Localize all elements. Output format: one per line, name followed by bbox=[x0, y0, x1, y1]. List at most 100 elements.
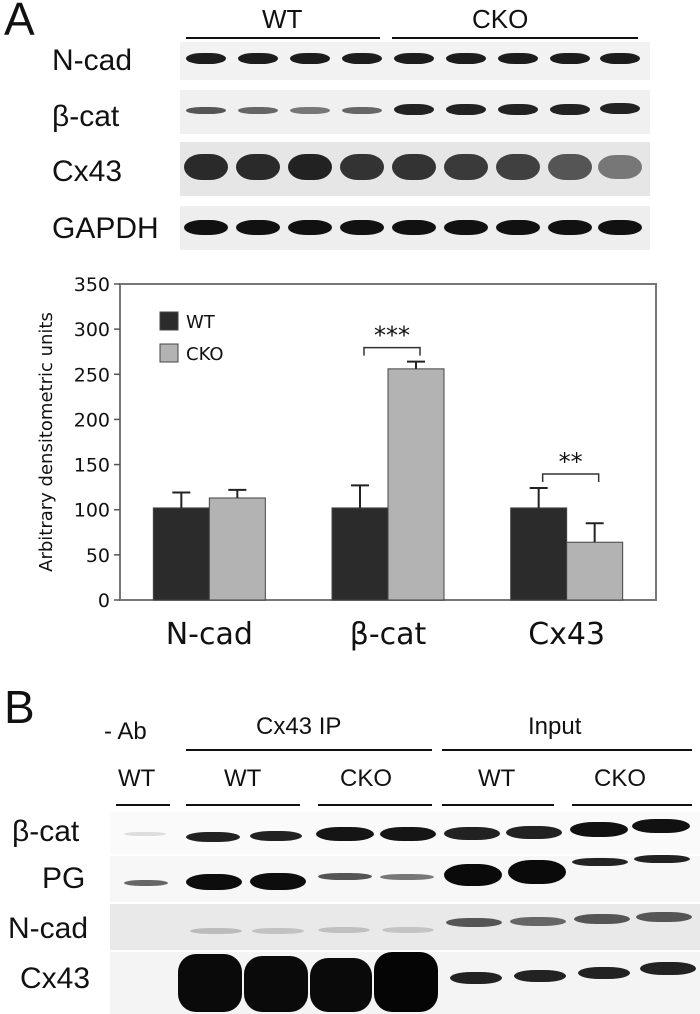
band bbox=[124, 832, 166, 836]
lane-label-ip-cko: CKO bbox=[340, 765, 393, 792]
bar-cko bbox=[387, 368, 445, 601]
significance-bracket bbox=[541, 473, 600, 483]
bar-cko bbox=[208, 497, 266, 601]
band bbox=[598, 220, 642, 235]
blot-bcat bbox=[180, 90, 650, 134]
band bbox=[184, 220, 228, 235]
band bbox=[290, 107, 330, 114]
band bbox=[510, 917, 566, 926]
significance-label: ** bbox=[559, 448, 583, 476]
band bbox=[550, 104, 590, 115]
band bbox=[394, 53, 434, 64]
band bbox=[450, 972, 502, 984]
blot-label-ncad: N-cad bbox=[52, 44, 133, 77]
y-tick-label: 250 bbox=[74, 364, 110, 386]
y-tick-label: 0 bbox=[98, 590, 110, 612]
y-tick-label: 150 bbox=[74, 455, 110, 477]
band bbox=[380, 874, 434, 880]
band bbox=[186, 832, 240, 842]
no-antibody-label: - Ab bbox=[104, 718, 147, 745]
band bbox=[236, 154, 280, 180]
blot-cx43 bbox=[180, 142, 650, 196]
band bbox=[342, 107, 382, 114]
significance-label: *** bbox=[374, 322, 410, 350]
band bbox=[190, 928, 242, 934]
band bbox=[446, 918, 502, 927]
blot-label-gapdh: GAPDH bbox=[52, 212, 159, 245]
band bbox=[508, 860, 566, 884]
lane-label-ip-wt: WT bbox=[224, 765, 262, 792]
band bbox=[124, 880, 168, 886]
band bbox=[514, 970, 566, 982]
input-line bbox=[442, 749, 692, 751]
band bbox=[444, 864, 502, 886]
y-tick-label: 300 bbox=[74, 319, 110, 341]
ip-label: Cx43 IP bbox=[256, 713, 342, 740]
band bbox=[550, 53, 590, 64]
lane-line bbox=[186, 804, 300, 806]
band bbox=[444, 220, 488, 235]
bar-wt bbox=[331, 507, 389, 601]
blot-label-bcat: β-cat bbox=[52, 100, 120, 133]
blot-b-label-cx43: Cx43 bbox=[20, 962, 91, 995]
bar-chart: 0 50 100 150 200 250 300 350 Arbitrary densitome… bbox=[36, 274, 657, 652]
lane-label-input-wt: WT bbox=[478, 765, 516, 792]
blot-b-label-pg: PG bbox=[42, 862, 86, 895]
band bbox=[548, 154, 592, 180]
band bbox=[634, 855, 690, 863]
legend-swatch-cko bbox=[159, 343, 179, 363]
legend-label-cko: CKO bbox=[186, 344, 224, 365]
blot-ncad bbox=[180, 42, 650, 80]
band bbox=[496, 220, 540, 235]
blot-b-ncad bbox=[110, 904, 700, 950]
x-category-label: β-cat bbox=[350, 617, 427, 652]
band bbox=[382, 927, 434, 933]
band bbox=[340, 220, 384, 235]
legend-swatch-wt bbox=[159, 311, 179, 331]
band bbox=[498, 104, 538, 115]
band bbox=[572, 858, 628, 866]
band bbox=[250, 873, 306, 890]
band bbox=[632, 819, 690, 833]
lane-line bbox=[442, 804, 554, 806]
band bbox=[636, 912, 692, 922]
panel-b-letter: B bbox=[4, 681, 35, 733]
group-line-wt bbox=[186, 37, 380, 39]
band bbox=[446, 53, 486, 64]
bar-wt bbox=[152, 507, 210, 601]
blot-gapdh bbox=[180, 206, 650, 250]
lane-label-noab-wt: WT bbox=[118, 765, 156, 792]
band bbox=[288, 220, 332, 235]
band bbox=[186, 53, 226, 64]
band bbox=[446, 104, 486, 115]
band bbox=[316, 827, 374, 841]
band bbox=[184, 154, 228, 180]
band bbox=[392, 154, 436, 180]
blot-b-bcat bbox=[110, 812, 700, 854]
group-label-cko: CKO bbox=[472, 4, 529, 34]
y-tick-label: 200 bbox=[74, 409, 110, 431]
x-category-label: Cx43 bbox=[528, 617, 605, 652]
band bbox=[250, 831, 302, 841]
band bbox=[186, 874, 242, 890]
band bbox=[394, 104, 434, 115]
band bbox=[340, 154, 384, 180]
band bbox=[640, 962, 696, 975]
lane-line bbox=[116, 804, 170, 806]
panel-a-letter: A bbox=[4, 0, 35, 45]
band bbox=[290, 53, 330, 64]
lane-line bbox=[318, 804, 432, 806]
band bbox=[600, 103, 640, 114]
band bbox=[342, 53, 382, 64]
group-label-wt: WT bbox=[262, 4, 303, 34]
band bbox=[310, 958, 372, 1012]
lane-line bbox=[572, 804, 692, 806]
band bbox=[288, 154, 332, 180]
band bbox=[236, 220, 280, 235]
blot-b-label-ncad: N-cad bbox=[8, 912, 89, 945]
significance-bracket bbox=[363, 346, 421, 356]
blot-b-cx43 bbox=[110, 952, 700, 1014]
legend-label-wt: WT bbox=[186, 312, 216, 333]
lane-label-input-cko: CKO bbox=[594, 765, 647, 792]
band bbox=[598, 155, 642, 179]
